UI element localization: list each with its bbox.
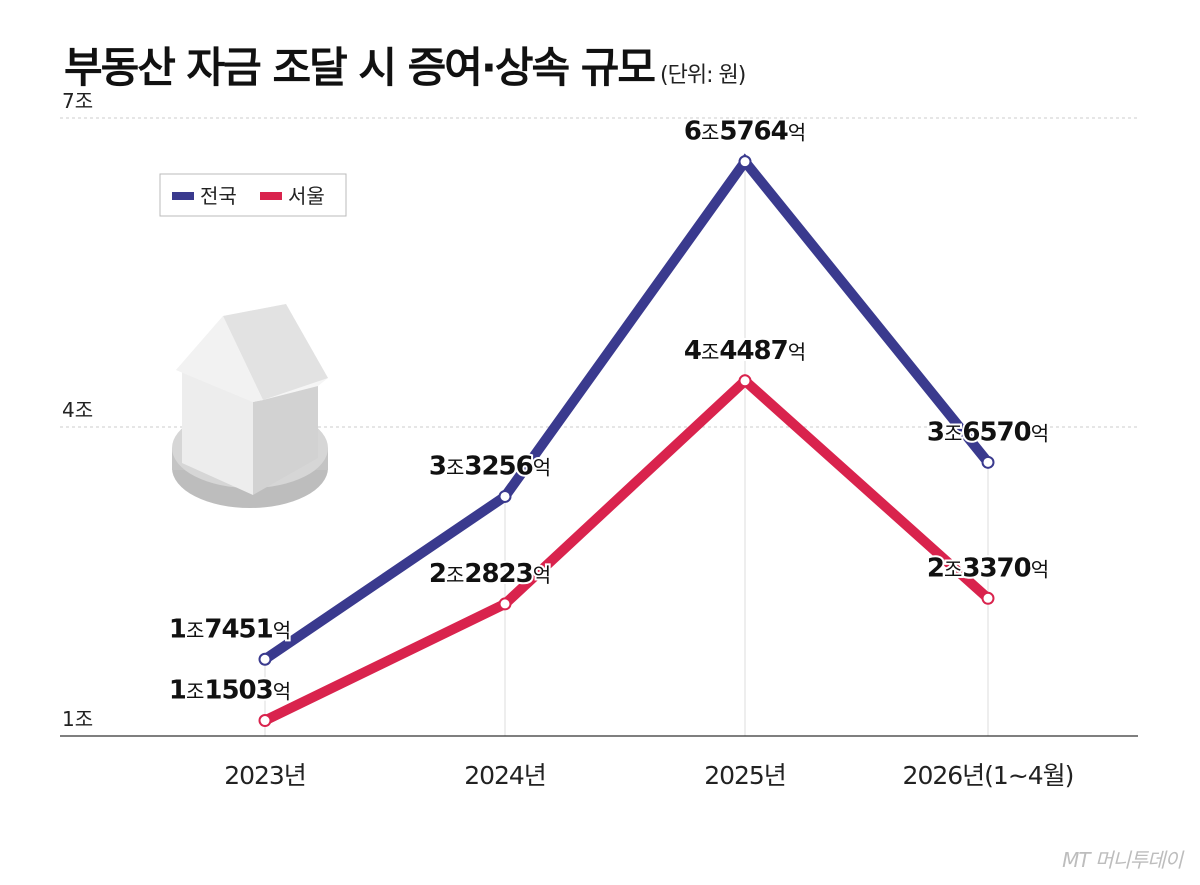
x-tick-label: 2023년 [224, 761, 306, 790]
unit-label: (단위: 원) [660, 63, 746, 88]
data-label-unit: 억 [1031, 421, 1049, 445]
series-lines [258, 153, 995, 728]
y-tick-label: 7조 [62, 89, 93, 113]
y-axis: 1조 4조 7조 [62, 89, 93, 731]
data-label-number: 1 [169, 614, 186, 644]
data-label-number: 4487 [719, 336, 787, 366]
x-tick-label: 2025년 [704, 761, 786, 790]
data-label-number: 2 [429, 559, 446, 589]
source-logo: MT 머니투데이 [1062, 848, 1183, 872]
series-line-서울 [262, 374, 992, 726]
data-label: 6조5764억 [684, 117, 806, 147]
data-label-number: 3 [429, 451, 446, 481]
data-label-unit: 조 [701, 121, 719, 145]
data-label-unit: 조 [944, 557, 962, 581]
data-label-unit: 조 [186, 680, 204, 704]
data-label-number: 3256 [464, 451, 532, 481]
data-label-unit: 조 [944, 421, 962, 445]
data-label-unit: 억 [1031, 557, 1049, 581]
data-label-number: 3 [927, 417, 944, 447]
chart-title-text: 부동산 자금 조달 시 증여·상속 규모 [64, 43, 656, 92]
data-point [981, 455, 995, 469]
data-label: 4조4487억 [684, 336, 806, 366]
data-point [258, 714, 272, 728]
data-label: 2조3370억 [927, 553, 1049, 583]
legend: 전국 서울 [159, 173, 347, 217]
house-on-coin-illustration [172, 304, 328, 508]
legend-swatch-서울 [260, 192, 282, 200]
data-label-number: 5764 [719, 117, 787, 147]
series-line-전국 [262, 153, 992, 664]
data-label: 1조7451억 [169, 614, 291, 644]
data-label-number: 1503 [204, 676, 272, 706]
data-label-number: 4 [684, 336, 701, 366]
data-label-unit: 억 [788, 121, 806, 145]
data-label-number: 3370 [962, 553, 1030, 583]
data-label: 1조1503억 [169, 676, 291, 706]
data-label: 3조3256억 [429, 451, 551, 481]
data-point [498, 597, 512, 611]
x-axis: 2023년 2024년 2025년 2026년(1~4월) [60, 735, 1138, 790]
legend-label-서울: 서울 [288, 184, 325, 208]
data-label-number: 2 [927, 553, 944, 583]
data-label-unit: 억 [788, 340, 806, 364]
data-label-unit: 억 [533, 455, 551, 479]
data-label: 2조2823억 [429, 559, 551, 589]
data-label-number: 6570 [962, 417, 1030, 447]
data-label-unit: 억 [273, 618, 291, 642]
data-labels: 1조7451억3조3256억6조5764억3조6570억1조1503억2조282… [167, 115, 1051, 708]
legend-label-전국: 전국 [200, 184, 237, 208]
data-point [738, 374, 752, 388]
data-label-number: 6 [684, 117, 701, 147]
data-label-unit: 조 [446, 563, 464, 587]
data-point [498, 489, 512, 503]
data-label-unit: 조 [186, 618, 204, 642]
y-tick-label: 1조 [62, 707, 93, 731]
house-graphic [176, 304, 328, 495]
data-point [258, 652, 272, 666]
data-label-number: 2823 [464, 559, 532, 589]
data-label-unit: 억 [273, 680, 291, 704]
data-label: 3조6570억 [927, 417, 1049, 447]
x-tick-label: 2024년 [464, 761, 546, 790]
data-point [981, 591, 995, 605]
data-label-number: 1 [169, 676, 186, 706]
data-label-number: 7451 [204, 614, 272, 644]
data-label-unit: 조 [446, 455, 464, 479]
data-label-unit: 조 [701, 340, 719, 364]
data-point [738, 155, 752, 169]
data-label-unit: 억 [533, 563, 551, 587]
y-tick-label: 4조 [62, 398, 93, 422]
legend-swatch-전국 [172, 192, 194, 200]
chart-title: 부동산 자금 조달 시 증여·상속 규모 (단위: 원) [64, 34, 746, 95]
x-tick-label: 2026년(1~4월) [903, 761, 1074, 790]
